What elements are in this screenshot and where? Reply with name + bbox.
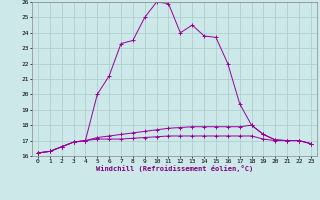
X-axis label: Windchill (Refroidissement éolien,°C): Windchill (Refroidissement éolien,°C) xyxy=(96,165,253,172)
